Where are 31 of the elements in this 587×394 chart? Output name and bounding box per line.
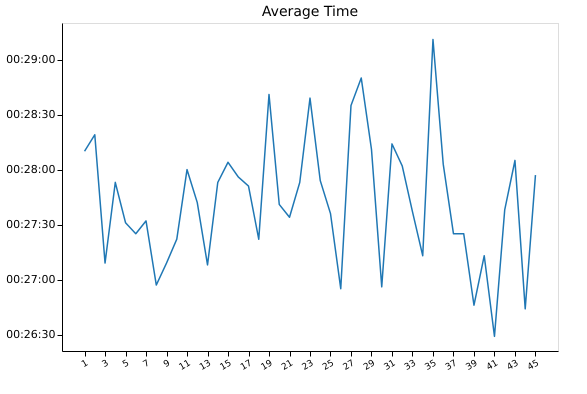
chart-title: Average Time <box>262 4 358 20</box>
x-tick-label: 11 <box>178 358 193 373</box>
x-tick-label: 41 <box>485 358 500 373</box>
x-tick-label: 3 <box>100 358 111 370</box>
line-series <box>84 38 536 338</box>
x-tick-label: 19 <box>260 358 275 373</box>
x-tick-label: 35 <box>424 358 438 373</box>
x-tick-label: 29 <box>362 358 378 373</box>
x-tick-label: 25 <box>321 358 336 373</box>
x-tick-label: 33 <box>403 358 418 373</box>
x-tick-label: 39 <box>464 358 480 373</box>
y-tick-label: 00:26:30 <box>6 328 56 342</box>
x-tick-label: 15 <box>218 358 234 373</box>
x-tick-label: 37 <box>444 358 459 373</box>
x-tick-label: 13 <box>198 358 214 373</box>
x-tick-label: 1 <box>80 358 90 370</box>
x-tick-label: 43 <box>506 358 520 373</box>
y-tick-label: 00:29:00 <box>6 53 56 66</box>
x-tick-label: 9 <box>162 358 172 370</box>
x-tick-label: 21 <box>280 358 296 373</box>
y-tick-label: 00:28:00 <box>6 163 56 176</box>
x-tick-label: 7 <box>142 358 152 370</box>
y-tick-label: 00:27:00 <box>6 273 56 286</box>
x-tick-label: 23 <box>300 358 316 373</box>
y-tick-label: 00:28:30 <box>6 108 56 122</box>
x-tick-label: 27 <box>342 358 356 373</box>
x-tick-label: 17 <box>239 358 254 373</box>
x-tick-label: 5 <box>121 358 132 370</box>
x-tick-label: 31 <box>382 358 398 373</box>
x-tick-label: 45 <box>526 358 541 373</box>
y-tick-label: 00:27:30 <box>6 218 56 232</box>
